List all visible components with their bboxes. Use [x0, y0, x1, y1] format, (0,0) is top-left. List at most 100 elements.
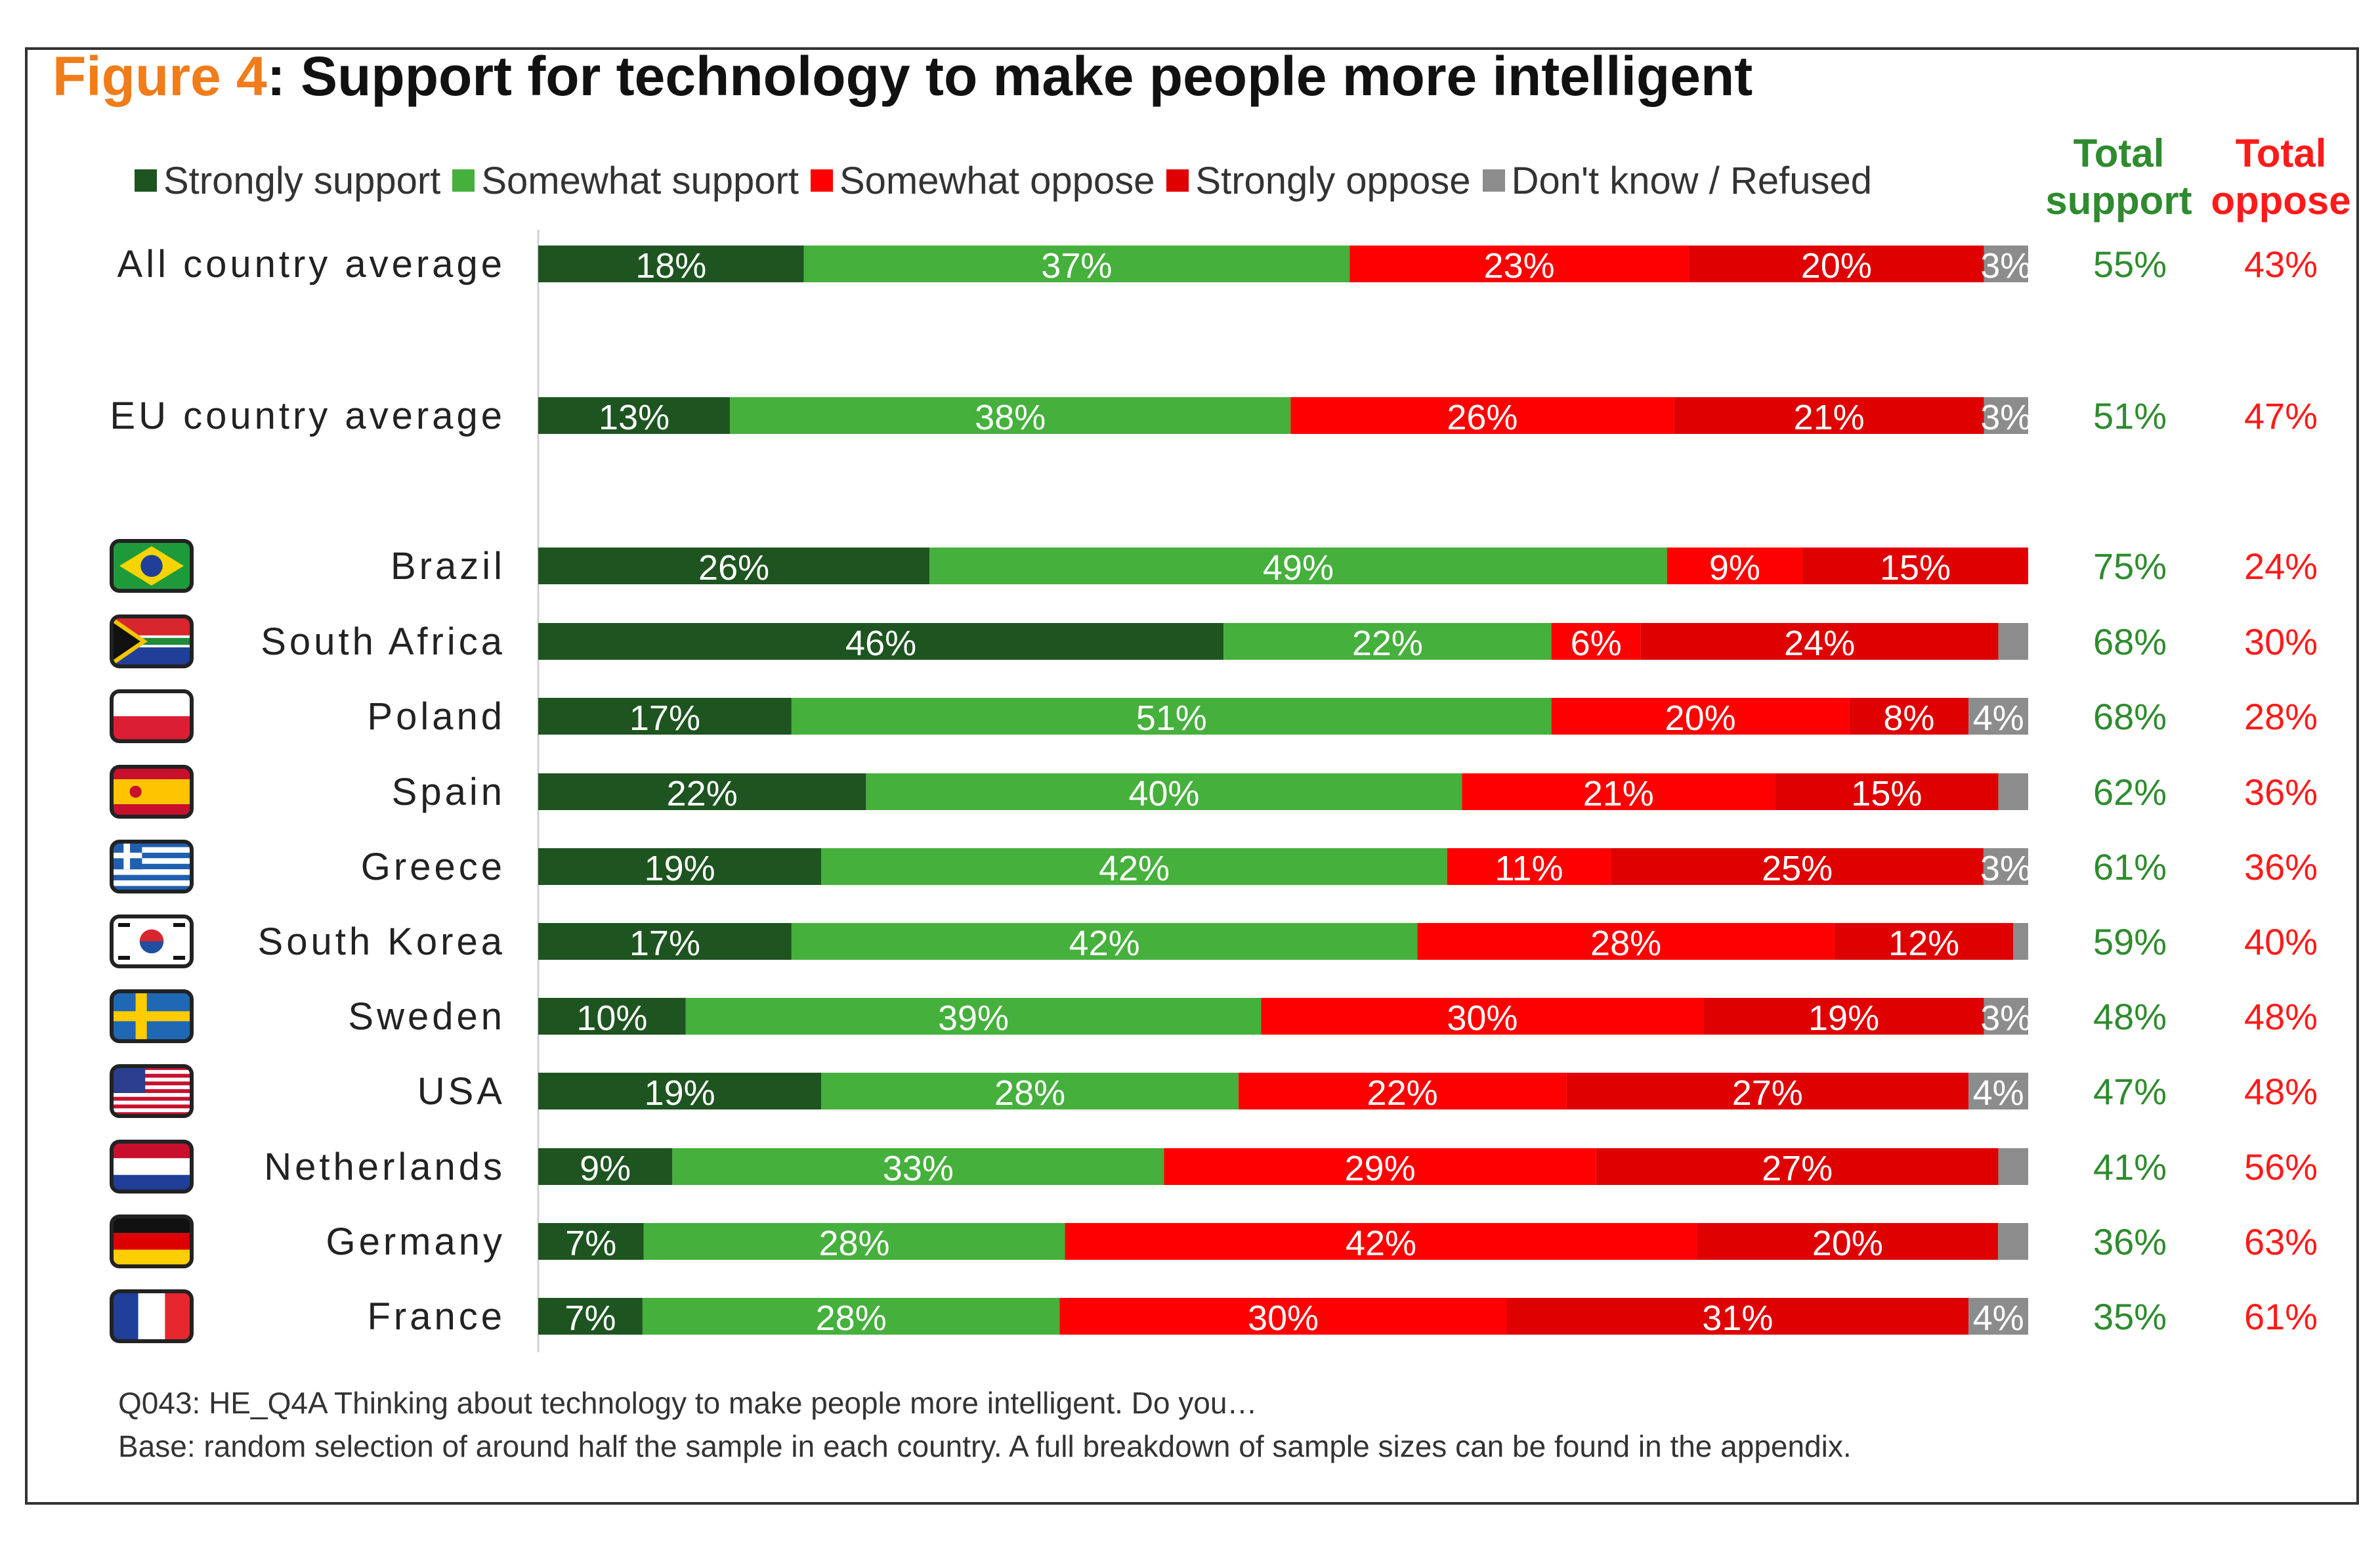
- bar-segment: [1164, 1148, 1596, 1185]
- total-oppose-value: 48%: [2244, 996, 2318, 1037]
- legend-swatch: [1166, 169, 1189, 192]
- bar-segment: [538, 1148, 673, 1185]
- legend-swatch: [452, 169, 475, 192]
- bar-segment: [538, 773, 866, 810]
- legend-item: Don't know / Refused: [1482, 159, 1872, 203]
- total-oppose-value: 28%: [2244, 696, 2318, 737]
- category-label: Spain: [392, 771, 505, 813]
- bar-segment: [685, 998, 1262, 1035]
- bar-segment: [538, 623, 1224, 660]
- bar-segment: [1984, 246, 2028, 282]
- bar-data-label: 26%: [1447, 398, 1518, 437]
- legend-item: Somewhat oppose: [810, 159, 1155, 203]
- total-support-value: 55%: [2093, 244, 2167, 285]
- total-oppose-value: 48%: [2244, 1071, 2318, 1112]
- total-oppose-value: 36%: [2244, 846, 2318, 888]
- legend-label: Somewhat support: [481, 159, 799, 202]
- bar-segment: [1640, 623, 1999, 660]
- bar-data-label: 9%: [1709, 548, 1760, 588]
- bar-data-label: 4%: [1973, 1073, 2024, 1113]
- total-support-value: 61%: [2093, 846, 2167, 888]
- bar-data-label: 20%: [1812, 1224, 1883, 1263]
- category-label: South Africa: [261, 620, 505, 663]
- bar-segment: [1261, 998, 1704, 1035]
- bar-segment: [1998, 773, 2028, 810]
- bar-segment: [538, 1223, 644, 1260]
- footnote: Q043: HE_Q4A Thinking about technology t…: [118, 1381, 1852, 1468]
- bar-data-label: 27%: [1762, 1149, 1833, 1188]
- total-oppose-value: 63%: [2244, 1221, 2318, 1262]
- bar-data-label: 18%: [635, 246, 706, 286]
- bar-data-label: 15%: [1880, 548, 1951, 588]
- bar-segment: [538, 246, 804, 282]
- bar-data-label: 22%: [667, 774, 738, 813]
- figure-label: Figure 4: [53, 45, 267, 107]
- total-oppose-value: 36%: [2244, 771, 2318, 813]
- bar-data-label: 3%: [1980, 999, 2031, 1038]
- total-oppose-header: Total oppose: [2196, 130, 2366, 225]
- total-support-value: 36%: [2093, 1221, 2167, 1262]
- total-support-value: 75%: [2093, 546, 2167, 587]
- total-support-value: 62%: [2093, 771, 2167, 813]
- bar-data-label: 23%: [1484, 246, 1555, 286]
- total-oppose-value: 43%: [2244, 244, 2318, 285]
- sweden-flag-icon: [110, 989, 194, 1043]
- legend-item: Strongly oppose: [1166, 159, 1471, 203]
- bar-data-label: 6%: [1571, 624, 1622, 663]
- category-label: Poland: [367, 695, 505, 738]
- bar-data-label: 20%: [1665, 699, 1736, 738]
- bar-data-label: 42%: [1069, 924, 1140, 963]
- bar-segment: [1506, 1298, 1969, 1335]
- total-oppose-value: 40%: [2244, 921, 2318, 962]
- bar-data-label: 4%: [1973, 699, 2024, 738]
- bar-segment: [730, 397, 1291, 434]
- bar-data-label: 12%: [1888, 924, 1959, 963]
- total-oppose-value: 56%: [2244, 1146, 2318, 1188]
- bar-segment: [1984, 998, 2028, 1035]
- total-support-value: 35%: [2093, 1296, 2167, 1337]
- bar-data-label: 22%: [1367, 1073, 1438, 1113]
- total-oppose-value: 47%: [2244, 395, 2318, 437]
- bar-segment: [1611, 848, 1984, 885]
- bar-segment: [1596, 1148, 1999, 1185]
- total-support-value: 68%: [2093, 621, 2167, 662]
- category-label: Netherlands: [264, 1146, 505, 1188]
- footnote-question: Q043: HE_Q4A Thinking about technology t…: [118, 1386, 1258, 1420]
- category-label: USA: [417, 1070, 505, 1113]
- bar-data-label: 27%: [1732, 1073, 1803, 1113]
- bar-segment: [929, 548, 1667, 584]
- total-support-value: 51%: [2093, 395, 2167, 437]
- bar-segment: [672, 1148, 1164, 1185]
- bar-segment: [1998, 1148, 2028, 1185]
- bar-data-label: 11%: [1495, 849, 1563, 888]
- bar-segment: [538, 923, 792, 960]
- total-support-value: 68%: [2093, 696, 2167, 737]
- total-support-value: 48%: [2093, 996, 2167, 1037]
- bar-data-label: 20%: [1801, 246, 1872, 286]
- bar-segment: [643, 1223, 1065, 1260]
- category-label: France: [367, 1295, 505, 1338]
- bar-data-label: 49%: [1263, 548, 1334, 588]
- bar-segment: [1968, 1298, 2028, 1335]
- category-label: All country average: [117, 243, 505, 286]
- bar-data-label: 28%: [1590, 924, 1661, 963]
- bar-segment: [1462, 773, 1775, 810]
- bar-data-label: 40%: [1128, 774, 1199, 813]
- bar-segment: [538, 1073, 822, 1109]
- bar-segment: [1059, 1298, 1507, 1335]
- legend-label: Strongly oppose: [1195, 159, 1471, 202]
- bar-segment: [791, 923, 1418, 960]
- bar-data-label: 46%: [845, 624, 916, 663]
- bar-segment: [1775, 773, 1999, 810]
- category-label: Sweden: [348, 995, 505, 1038]
- bar-data-label: 42%: [1099, 849, 1170, 888]
- brazil-flag-icon: [110, 539, 194, 593]
- total-oppose-header-line2: oppose: [2211, 179, 2351, 223]
- footnote-base: Base: random selection of around half th…: [118, 1429, 1852, 1463]
- bar-segment: [2013, 923, 2028, 960]
- total-support-header-line2: support: [2045, 179, 2192, 223]
- bar-segment: [1984, 397, 2028, 434]
- bar-segment: [1968, 1073, 2028, 1109]
- bar-segment: [1802, 548, 2028, 584]
